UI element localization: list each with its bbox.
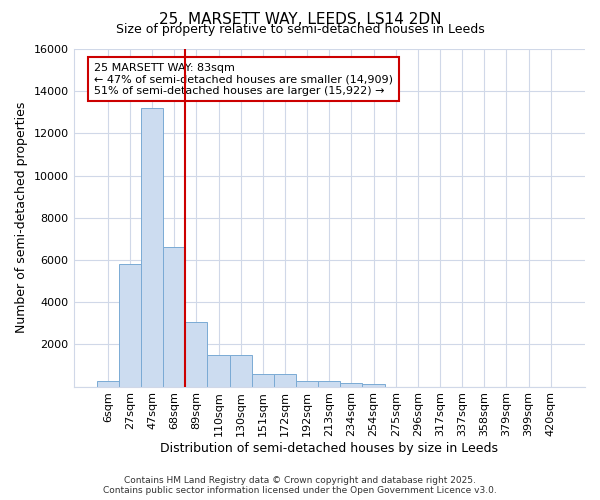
Bar [274,374,296,386]
Bar [296,382,318,386]
Bar [362,384,385,386]
Bar [163,248,185,386]
Bar [252,374,274,386]
Text: 25 MARSETT WAY: 83sqm
← 47% of semi-detached houses are smaller (14,909)
51% of : 25 MARSETT WAY: 83sqm ← 47% of semi-deta… [94,62,393,96]
Bar [208,356,230,386]
Bar [318,382,340,386]
Bar [185,322,208,386]
Bar [340,383,362,386]
Bar [141,108,163,386]
Y-axis label: Number of semi-detached properties: Number of semi-detached properties [15,102,28,334]
Bar [97,380,119,386]
Bar [230,356,252,386]
Text: Contains HM Land Registry data © Crown copyright and database right 2025.
Contai: Contains HM Land Registry data © Crown c… [103,476,497,495]
Text: 25, MARSETT WAY, LEEDS, LS14 2DN: 25, MARSETT WAY, LEEDS, LS14 2DN [159,12,441,28]
Bar [119,264,141,386]
X-axis label: Distribution of semi-detached houses by size in Leeds: Distribution of semi-detached houses by … [160,442,498,455]
Text: Size of property relative to semi-detached houses in Leeds: Size of property relative to semi-detach… [116,22,484,36]
